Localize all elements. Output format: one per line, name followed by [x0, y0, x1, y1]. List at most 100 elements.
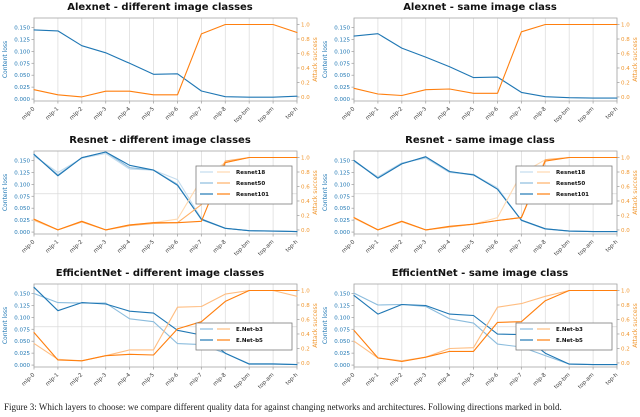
chart-resnet-different: Resnet - different image classes 0.150 0.… [0, 133, 320, 266]
svg-text:mlp-2: mlp-2 [389, 106, 404, 121]
resnet-different-plot: 0.150 0.125 0.100 0.075 0.050 0.025 0.000 1.0 0.… [2, 150, 319, 257]
svg-text:mlp-5: mlp-5 [140, 372, 156, 388]
svg-text:0.0: 0.0 [301, 95, 310, 101]
svg-text:mlp-6: mlp-6 [484, 372, 500, 388]
svg-text:mlp-7: mlp-7 [188, 239, 204, 255]
svg-text:0.2: 0.2 [301, 80, 310, 86]
svg-text:top-bm: top-bm [233, 239, 251, 257]
svg-text:0.4: 0.4 [301, 66, 310, 72]
svg-text:top-bm: top-bm [553, 106, 571, 124]
svg-text:0.025: 0.025 [334, 85, 350, 91]
svg-text:0.150: 0.150 [14, 292, 30, 298]
svg-text:Resnet101: Resnet101 [556, 192, 589, 198]
svg-text:mlp-6: mlp-6 [164, 239, 180, 255]
svg-text:top-am: top-am [257, 372, 275, 390]
svg-text:0.0: 0.0 [301, 361, 310, 367]
svg-text:0.8: 0.8 [301, 303, 310, 309]
svg-text:0.000: 0.000 [334, 363, 350, 369]
svg-text:top-h: top-h [605, 239, 620, 254]
svg-text:mlp-0: mlp-0 [341, 239, 357, 255]
svg-text:0.4: 0.4 [621, 199, 630, 205]
svg-text:0.075: 0.075 [334, 194, 350, 200]
svg-text:0.8: 0.8 [621, 303, 630, 309]
svg-text:1.0: 1.0 [621, 289, 630, 295]
svg-text:mlp-8: mlp-8 [212, 239, 228, 255]
svg-text:0.6: 0.6 [621, 184, 630, 190]
svg-text:top-bm: top-bm [233, 106, 251, 124]
svg-text:0.050: 0.050 [14, 206, 30, 212]
svg-text:mlp-7: mlp-7 [508, 106, 524, 122]
svg-text:0.000: 0.000 [14, 363, 30, 369]
chart-title: EfficientNet - same image class [391, 268, 569, 279]
figure-grid: Alexnet - different image classes 0.150 0… [0, 0, 640, 399]
svg-text:0.2: 0.2 [621, 346, 630, 352]
svg-text:0.150: 0.150 [334, 159, 350, 165]
chart-efficientnet-different: EfficientNet - different image classes 0… [0, 266, 320, 399]
svg-text:mlp-0: mlp-0 [341, 372, 357, 388]
svg-text:mlp-3: mlp-3 [93, 372, 109, 388]
svg-text:Content loss: Content loss [2, 174, 9, 211]
svg-text:0.050: 0.050 [14, 73, 30, 79]
chart-title: Resnet - different image classes [69, 135, 251, 146]
svg-text:Attack success: Attack success [312, 37, 319, 82]
svg-text:0.6: 0.6 [301, 317, 310, 323]
svg-text:0.025: 0.025 [14, 351, 30, 357]
svg-text:mlp-4: mlp-4 [437, 106, 453, 122]
svg-text:0.100: 0.100 [14, 182, 30, 188]
svg-text:0.6: 0.6 [301, 184, 310, 190]
svg-text:mlp-4: mlp-4 [437, 372, 453, 388]
svg-text:0.8: 0.8 [301, 37, 310, 43]
svg-text:mlp-5: mlp-5 [140, 239, 156, 255]
svg-text:mlp-6: mlp-6 [164, 106, 180, 122]
svg-text:mlp-8: mlp-8 [532, 239, 548, 255]
svg-text:0.000: 0.000 [14, 230, 30, 236]
svg-text:mlp-5: mlp-5 [140, 106, 156, 122]
svg-text:0.025: 0.025 [334, 218, 350, 224]
svg-text:0.075: 0.075 [14, 194, 30, 200]
chart-title: EfficientNet - different image classes [55, 268, 265, 279]
svg-text:0.100: 0.100 [14, 315, 30, 321]
chart-resnet-same: Resnet - same image class 0.150 0.125 0.10… [320, 133, 640, 266]
svg-text:mlp-6: mlp-6 [484, 239, 500, 255]
svg-text:0.150: 0.150 [334, 292, 350, 298]
svg-text:mlp-5: mlp-5 [460, 239, 476, 255]
svg-text:0.0: 0.0 [621, 95, 630, 101]
alexnet-same-plot: 0.150 0.125 0.100 0.075 0.050 0.025 0.000 1.0 0.… [322, 17, 639, 124]
svg-text:0.125: 0.125 [334, 303, 350, 309]
svg-text:0.150: 0.150 [14, 159, 30, 165]
svg-text:0.050: 0.050 [334, 73, 350, 79]
svg-text:top-h: top-h [285, 372, 300, 387]
svg-text:top-h: top-h [605, 106, 620, 121]
svg-text:0.0: 0.0 [621, 361, 630, 367]
svg-text:0.2: 0.2 [301, 346, 310, 352]
svg-text:Attack success: Attack success [632, 37, 639, 82]
svg-text:mlp-5: mlp-5 [460, 106, 476, 122]
svg-text:Attack success: Attack success [312, 303, 319, 348]
svg-text:0.150: 0.150 [14, 26, 30, 32]
svg-text:0.000: 0.000 [14, 97, 30, 103]
svg-text:0.125: 0.125 [334, 37, 350, 43]
svg-text:Content loss: Content loss [322, 174, 329, 211]
svg-text:0.025: 0.025 [14, 85, 30, 91]
svg-text:0.6: 0.6 [301, 51, 310, 57]
svg-text:top-h: top-h [285, 106, 300, 121]
svg-text:mlp-7: mlp-7 [188, 106, 204, 122]
svg-text:top-bm: top-bm [553, 372, 571, 390]
svg-text:mlp-0: mlp-0 [21, 372, 37, 388]
svg-text:top-am: top-am [257, 106, 275, 124]
svg-text:0.000: 0.000 [334, 230, 350, 236]
svg-text:mlp-4: mlp-4 [117, 372, 133, 388]
svg-text:Content loss: Content loss [322, 41, 329, 78]
svg-text:Attack success: Attack success [312, 170, 319, 215]
svg-text:Attack success: Attack success [632, 170, 639, 215]
svg-text:0.125: 0.125 [14, 37, 30, 43]
svg-text:mlp-0: mlp-0 [21, 239, 37, 255]
svg-text:0.125: 0.125 [334, 170, 350, 176]
svg-text:Resnet50: Resnet50 [236, 181, 265, 187]
svg-text:0.075: 0.075 [334, 327, 350, 333]
svg-text:0.100: 0.100 [334, 49, 350, 55]
svg-text:mlp-7: mlp-7 [508, 372, 524, 388]
chart-title: Alexnet - different image classes [67, 2, 253, 13]
svg-text:0.4: 0.4 [621, 332, 630, 338]
chart-alexnet-different: Alexnet - different image classes 0.150 0… [0, 0, 320, 133]
